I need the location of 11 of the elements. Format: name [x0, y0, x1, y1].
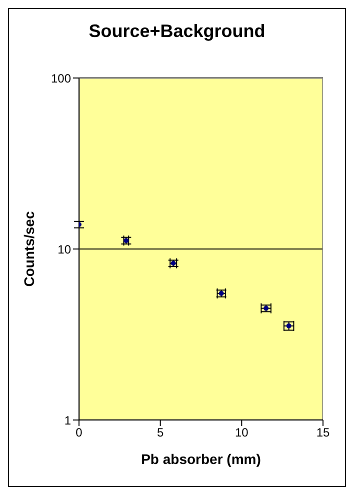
- y-axis-title: Counts/sec: [20, 211, 37, 287]
- x-tick-label: 5: [156, 426, 164, 440]
- y-tick-label: 10: [58, 242, 72, 256]
- x-tick-label: 15: [316, 426, 330, 440]
- x-tick-label: 0: [76, 426, 83, 440]
- y-tick-label: 1: [64, 413, 72, 428]
- x-axis-title: Pb absorber (mm): [141, 451, 261, 467]
- x-tick-label: 10: [234, 426, 249, 440]
- y-tick-label: 100: [50, 71, 72, 86]
- point: [286, 323, 292, 328]
- chart-title: Source+Background: [88, 21, 266, 42]
